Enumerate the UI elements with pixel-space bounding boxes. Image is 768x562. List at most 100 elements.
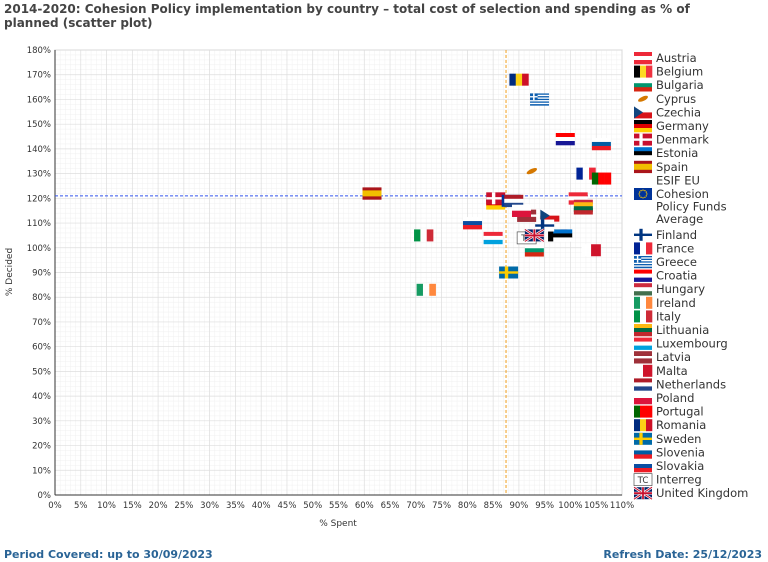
legend-item: Slovakia [634, 459, 704, 473]
flag-stripe [646, 419, 653, 432]
legend-item: Spain [634, 160, 688, 174]
flag-stripe [634, 262, 652, 265]
flag-stripe [634, 124, 652, 129]
flag-stripe [463, 217, 483, 222]
flag-stripe [522, 73, 529, 86]
y-tick-label: 100% [27, 244, 51, 254]
flag-stripe [634, 106, 652, 113]
flag-stripe [509, 73, 517, 86]
y-axis-label: % Decided [5, 248, 15, 296]
flag-stripe [524, 248, 544, 253]
y-tick-label: 10% [32, 466, 51, 476]
flag-stripe [634, 155, 652, 160]
x-tick-label: 100% [558, 501, 582, 511]
point-denmark [486, 192, 506, 205]
flag-stripe [646, 296, 653, 309]
legend-item: Ireland [634, 296, 696, 310]
flag-stripe [634, 261, 652, 263]
flag-stripe [511, 204, 531, 211]
flag-stripe [634, 87, 652, 92]
x-tick-label: 60% [355, 501, 374, 511]
flag-stripe [640, 65, 647, 78]
y-tick-label: 160% [27, 95, 51, 105]
flag-stripe [555, 133, 575, 138]
flag-stripe [540, 209, 560, 216]
flag-stripe [643, 364, 653, 377]
flag-stripe [634, 283, 652, 288]
flag-stripe [591, 244, 601, 257]
legend-label: Spain [656, 160, 688, 174]
flag-stripe [517, 216, 537, 220]
legend-label: Hungary [656, 282, 705, 296]
legend-item: Denmark [634, 133, 709, 147]
flag-stripe [634, 332, 652, 337]
chart-title: 2014-2020: Cohesion Policy implementatio… [4, 2, 690, 30]
x-tick-label: 20% [149, 501, 168, 511]
flag-stripe [634, 65, 641, 78]
legend-label: Policy Funds [656, 199, 727, 213]
point-romania [509, 73, 529, 86]
x-tick-label: 70% [406, 501, 425, 511]
flag-stripe [646, 65, 653, 78]
flag-stripe [568, 196, 588, 201]
flag-stripe [414, 229, 421, 242]
flag-stripe [634, 296, 641, 309]
flag-stripe [568, 192, 588, 197]
flag-stripe [634, 353, 652, 357]
flag-stripe [634, 83, 652, 88]
point-portugal [591, 172, 612, 185]
flag-island [638, 95, 648, 102]
point-slovenia [591, 137, 611, 151]
flag-stripe [634, 446, 652, 451]
legend-item: Italy [634, 309, 681, 323]
flag-stripe [591, 172, 599, 185]
legend-item: Sweden [634, 432, 701, 446]
point-spain [362, 187, 382, 200]
legend-item: France [634, 241, 694, 255]
flag-stripe [553, 233, 573, 238]
flag-stripe [511, 210, 531, 217]
flag-stripe [591, 145, 611, 151]
x-tick-label: 50% [303, 501, 322, 511]
point-italy [414, 229, 434, 242]
flag-stripe [634, 265, 652, 267]
flag-stripe [604, 172, 612, 185]
legend-item: Croatia [634, 269, 697, 283]
legend-item: Finland [634, 228, 697, 242]
flag-stripe [591, 137, 611, 143]
flag-stripe [517, 219, 537, 222]
x-tick-label: 75% [432, 501, 451, 511]
legend-label: Luxembourg [656, 337, 728, 351]
flag-cross [634, 138, 652, 141]
legend-label: Bulgaria [656, 78, 704, 92]
flag-star [638, 193, 640, 195]
y-tick-label: 170% [27, 71, 51, 81]
flag-stripe [634, 454, 652, 459]
flag-stripe [483, 235, 503, 241]
legend-item: Austria [634, 51, 697, 65]
flag-stripe [634, 151, 652, 156]
refresh-date: Refresh Date: 25/12/2023 [603, 548, 762, 561]
flag-star [642, 197, 644, 199]
legend-item: Germany [634, 119, 709, 133]
legend-item: Belgium [634, 65, 703, 79]
flag-stripe [634, 257, 652, 259]
x-tick-label: 25% [174, 501, 193, 511]
flag-stripe [524, 244, 544, 249]
y-tick-label: 130% [27, 170, 51, 180]
flag-stripe [573, 199, 593, 205]
flag-stripe [634, 160, 652, 165]
flag-stripe [530, 101, 550, 103]
legend-label: United Kingdom [656, 486, 748, 500]
flag-stripe [555, 141, 575, 146]
legend-item: Latvia [634, 350, 691, 364]
x-tick-label: 35% [226, 501, 245, 511]
flag-stripe [362, 187, 382, 191]
flag-stripe [548, 229, 555, 242]
legend-item: Cyprus [638, 92, 696, 106]
flag-stripe [483, 231, 503, 237]
flag-stripe [634, 392, 652, 399]
flag-star [640, 196, 642, 199]
legend-item: Luxembourg [634, 337, 728, 351]
